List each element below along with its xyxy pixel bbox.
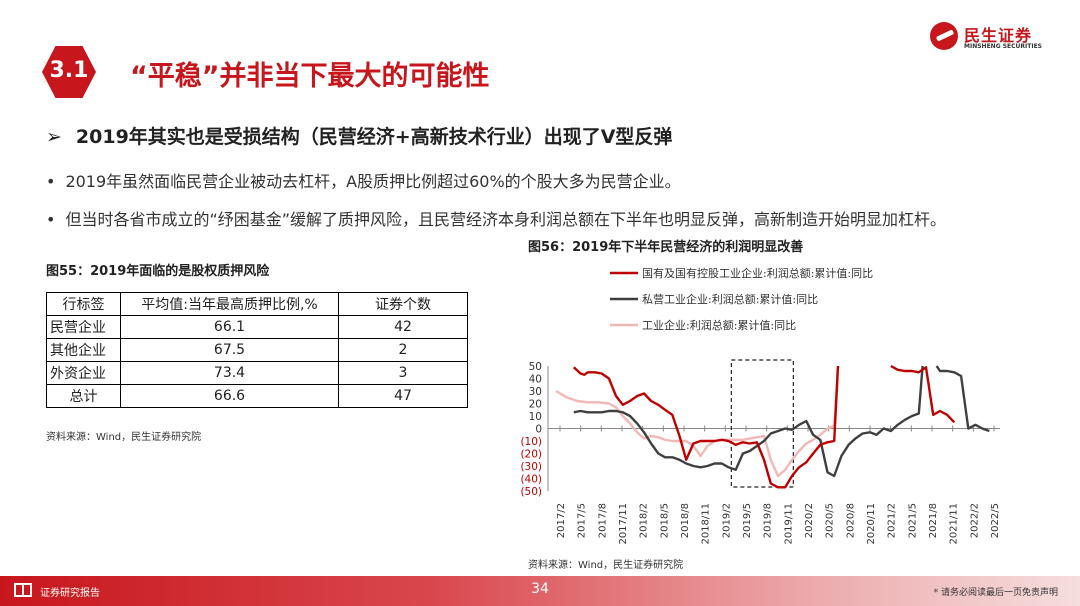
series-line	[572, 364, 956, 489]
table-cell: 2	[338, 338, 468, 362]
y-tick-label: 10	[529, 411, 542, 423]
bullet-dot-icon: •	[46, 172, 56, 191]
table-cell: 总计	[46, 384, 121, 408]
table-header-row: 行标签 平均值:当年最高质押比例,% 证券个数	[46, 292, 468, 316]
y-tick-label: (50)	[520, 486, 542, 498]
y-tick-label: 40	[529, 374, 542, 386]
x-tick-label: 2018/11	[701, 503, 712, 545]
y-tick-label: 20	[529, 399, 542, 411]
table-row: 外资企业 73.4 3	[46, 361, 468, 385]
x-tick-label: 2020/2	[804, 503, 815, 538]
sub-heading: ➢ 2019年其实也是受损结构（民营经济+高新技术行业）出现了V型反弹	[46, 122, 672, 149]
fig55-source: 资料来源：Wind，民生证券研究院	[46, 432, 202, 443]
legend-label: 私营工业企业:利润总额:累计值:同比	[642, 292, 818, 306]
disclaimer-note: * 请务必阅读最后一页免责声明	[933, 588, 1058, 598]
table-cell: 47	[338, 384, 468, 408]
x-tick-label: 2019/5	[742, 503, 753, 538]
bullet-1-text: 2019年虽然面临民营企业被动去杠杆，A股质押比例超过60%的个股大多为民营企业…	[65, 172, 681, 191]
x-tick-label: 2019/8	[763, 503, 774, 538]
y-tick-label: (30)	[520, 461, 542, 473]
table-row: 其他企业 67.5 2	[46, 338, 468, 362]
table-cell: 66.1	[120, 315, 339, 339]
highlight-box	[730, 359, 794, 488]
profit-line-chart: 国有及国有控股工业企业:利润总额:累计值:同比私营工业企业:利润总额:累计值:同…	[520, 266, 1001, 545]
logo-en-text: MINSHENG SECURITIES	[964, 43, 1042, 50]
bullet-2: • 但当时各省市成立的“纾困基金”缓解了质押风险，且民营经济本身利润总额在下半年也…	[46, 206, 946, 230]
logo-cn-text: 民生证券	[964, 26, 1033, 45]
x-tick-label: 2019/11	[783, 503, 794, 545]
x-tick-label: 2022/5	[990, 503, 1001, 538]
chart-legend: 国有及国有控股工业企业:利润总额:累计值:同比私营工业企业:利润总额:累计值:同…	[610, 266, 873, 332]
logo-mark-icon	[930, 22, 958, 50]
x-tick-label: 2021/5	[907, 503, 918, 538]
y-tick-label: 30	[529, 386, 542, 398]
x-tick-label: 2017/2	[556, 503, 567, 538]
table-cell: 3	[338, 361, 468, 385]
fig56-title: 图56：2019年下半年民营经济的利润明显改善	[528, 240, 804, 255]
legend-label: 工业企业:利润总额:累计值:同比	[642, 318, 796, 332]
fig56-source: 资料来源：Wind，民生证券研究院	[528, 560, 684, 571]
x-tick-label: 2017/5	[577, 503, 588, 538]
page-number: 34	[531, 581, 549, 597]
x-tick-label: 2021/8	[928, 503, 939, 538]
table-row: 总计 66.6 47	[46, 384, 468, 408]
page-title: “平稳”并非当下最大的可能性	[130, 61, 490, 92]
table-cell: 外资企业	[46, 361, 121, 385]
arrow-right-icon: ➢	[46, 126, 62, 148]
y-tick-label: (20)	[520, 449, 542, 461]
x-tick-label: 2017/8	[597, 503, 608, 538]
bullet-dot-icon: •	[46, 210, 56, 229]
minsheng-logo: 民生证券 MINSHENG SECURITIES	[930, 22, 1050, 54]
section-number: 3.1	[49, 58, 89, 83]
table-cell: 42	[338, 315, 468, 339]
table-header-cell: 行标签	[46, 292, 121, 316]
x-tick-label: 2020/5	[825, 503, 836, 538]
x-tick-label: 2021/11	[949, 503, 960, 545]
table-cell: 67.5	[120, 338, 339, 362]
y-tick-label: 0	[535, 424, 542, 436]
x-tick-label: 2020/11	[866, 503, 877, 545]
fig55-title: 图55：2019年面临的是股权质押风险	[46, 264, 270, 279]
x-tick-label: 2017/11	[618, 503, 629, 545]
x-tick-label: 2021/2	[887, 503, 898, 538]
table-header-cell: 证券个数	[338, 292, 468, 316]
footer-report-label: 证券研究报告	[40, 588, 100, 599]
y-tick-label: 50	[529, 361, 542, 373]
table-header-cell: 平均值:当年最高质押比例,%	[120, 292, 339, 316]
bullet-1: • 2019年虽然面临民营企业被动去杠杆，A股质押比例超过60%的个股大多为民营企…	[46, 168, 681, 192]
table-cell: 73.4	[120, 361, 339, 385]
table-cell: 民营企业	[46, 315, 121, 339]
footer-bar: 证券研究报告 34 * 请务必阅读最后一页免责声明	[0, 576, 1080, 606]
x-tick-label: 2019/2	[721, 503, 732, 538]
chart-plot-area	[555, 359, 990, 489]
x-tick-label: 2022/2	[969, 503, 980, 538]
series-line	[573, 365, 990, 478]
table-cell: 66.6	[120, 384, 339, 408]
x-tick-label: 2020/8	[845, 503, 856, 538]
y-tick-label: (10)	[520, 436, 542, 448]
table-cell: 其他企业	[46, 338, 121, 362]
sub-heading-text: 2019年其实也是受损结构（民营经济+高新技术行业）出现了V型反弹	[75, 126, 673, 148]
bullet-2-text: 但当时各省市成立的“纾困基金”缓解了质押风险，且民营经济本身利润总额在下半年也明…	[65, 210, 947, 229]
y-tick-label: (40)	[520, 474, 542, 486]
x-tick-label: 2018/5	[659, 503, 670, 538]
pledge-table: 行标签 平均值:当年最高质押比例,% 证券个数 民营企业 66.1 42 其他企…	[46, 292, 468, 408]
book-icon	[14, 583, 32, 597]
x-tick-label: 2018/8	[680, 503, 691, 538]
series-line	[555, 365, 840, 478]
table-row: 民营企业 66.1 42	[46, 315, 468, 339]
x-tick-label: 2018/2	[639, 503, 650, 538]
legend-label: 国有及国有控股工业企业:利润总额:累计值:同比	[642, 266, 873, 280]
